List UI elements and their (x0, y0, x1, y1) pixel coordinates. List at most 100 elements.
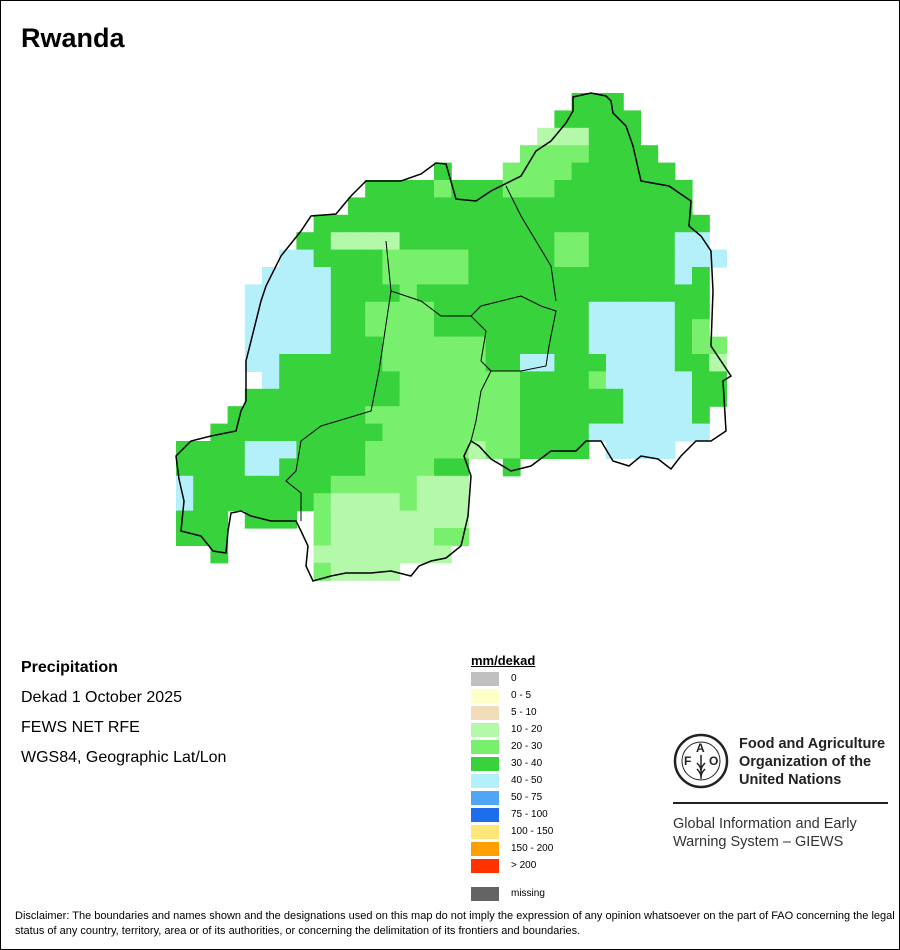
raster-cell (657, 406, 676, 425)
raster-cell (262, 406, 280, 425)
raster-cell (210, 423, 229, 442)
raster-cell (382, 475, 401, 494)
raster-cell (520, 301, 538, 320)
raster-cell (348, 284, 366, 303)
raster-cell (313, 545, 332, 564)
raster-cell (434, 232, 452, 251)
raster-cell (416, 214, 435, 233)
raster-cell (657, 388, 676, 407)
raster-cell (468, 284, 487, 303)
raster-cell (468, 371, 487, 390)
raster-cell (588, 371, 607, 390)
raster-cell (640, 301, 659, 320)
raster-cell (330, 232, 349, 251)
raster-cell (399, 441, 418, 459)
raster-cell (640, 319, 659, 338)
legend-swatch (471, 859, 499, 873)
raster-cell (296, 441, 315, 459)
raster-cell (330, 528, 349, 546)
raster-cell (485, 319, 504, 338)
raster-cell (588, 214, 607, 233)
raster-cell (382, 319, 401, 338)
raster-cell (640, 214, 659, 233)
raster-cell (485, 423, 504, 442)
raster-cell (571, 301, 590, 320)
raster-cell (365, 180, 383, 198)
province-boundary-kigali (470, 295, 557, 372)
raster-cell (382, 214, 401, 233)
raster-cell (365, 301, 383, 320)
raster-cell (176, 441, 194, 459)
raster-cell (365, 423, 383, 442)
raster-cell (537, 232, 555, 251)
raster-cell (244, 458, 263, 477)
raster-cell (502, 388, 521, 407)
raster-cell (674, 423, 693, 442)
raster-cell (692, 354, 710, 372)
raster-cell (279, 267, 297, 285)
raster-cell (451, 267, 469, 285)
raster-cell (382, 336, 401, 355)
raster-cell (227, 423, 246, 442)
raster-cell (279, 319, 297, 338)
raster-cell (313, 528, 332, 546)
raster-cell (606, 267, 624, 285)
raster-cell (520, 336, 538, 355)
raster-cell (640, 145, 659, 164)
raster-cell (416, 336, 435, 355)
raster-cell (588, 127, 607, 146)
raster-cell (554, 284, 573, 303)
raster-cell (588, 354, 607, 372)
raster-cell (692, 249, 710, 268)
legend-label: missing (511, 888, 545, 899)
raster-cell (210, 475, 229, 494)
raster-cell (537, 145, 555, 164)
raster-cell (502, 197, 521, 216)
raster-cell (657, 423, 676, 442)
raster-cell (382, 545, 401, 564)
raster-cell (606, 441, 624, 459)
raster-cell (606, 371, 624, 390)
raster-cell (262, 458, 280, 477)
raster-cell (279, 284, 297, 303)
fao-logo-icon: F A O (673, 733, 729, 789)
raster-cell (606, 406, 624, 425)
raster-cell (416, 441, 435, 459)
raster-cell (520, 267, 538, 285)
legend-label: 10 - 20 (511, 724, 543, 735)
raster-cell (623, 180, 641, 198)
raster-cell (451, 336, 469, 355)
raster-cell (416, 423, 435, 442)
raster-cell (244, 354, 263, 372)
raster-cell (502, 336, 521, 355)
raster-cell (537, 301, 555, 320)
raster-cell (382, 371, 401, 390)
raster-cell (262, 336, 280, 355)
raster-cell (468, 249, 487, 268)
raster-cell (502, 249, 521, 268)
raster-cell (348, 545, 366, 564)
raster-cell (313, 510, 332, 529)
raster-cell (382, 284, 401, 303)
raster-cell (623, 249, 641, 268)
raster-cell (193, 493, 211, 512)
raster-cell (451, 493, 469, 512)
raster-cell (296, 249, 315, 268)
raster-cell (485, 214, 504, 233)
raster-cell (210, 458, 229, 477)
raster-cell (313, 475, 332, 494)
raster-cell (468, 441, 487, 459)
legend-swatch (471, 808, 499, 822)
raster-cell (451, 475, 469, 494)
raster-cell (296, 493, 315, 512)
raster-cell (674, 249, 693, 268)
legend-swatch (471, 825, 499, 839)
raster-cell (382, 180, 401, 198)
raster-cell (692, 301, 710, 320)
raster-cell (330, 319, 349, 338)
raster-cell (399, 510, 418, 529)
raster-cell (313, 441, 332, 459)
logo-divider (673, 802, 888, 804)
raster-cell (244, 493, 263, 512)
raster-cell (279, 249, 297, 268)
